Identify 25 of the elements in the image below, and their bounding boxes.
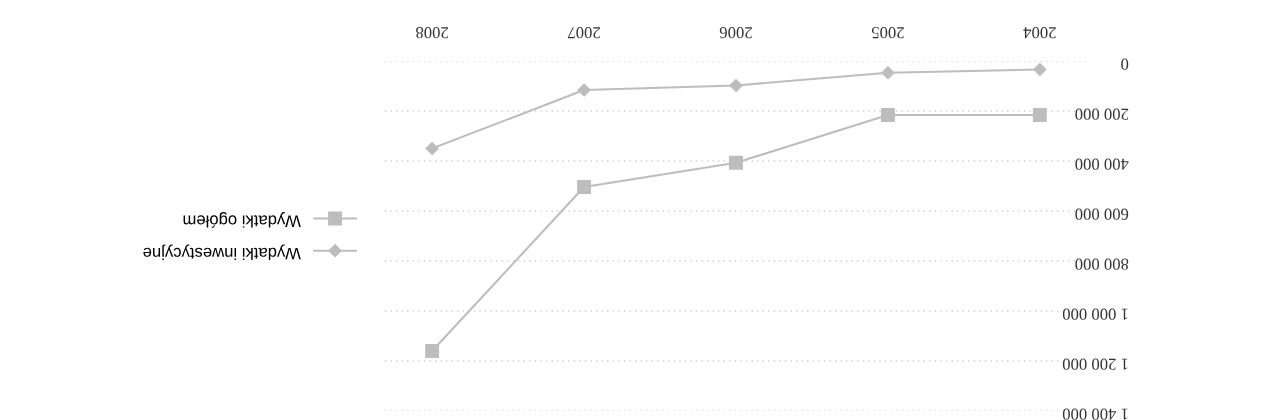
x-tick-label: 2008 [416,27,449,39]
point [425,141,439,156]
x-tick-label: 2007 [567,27,600,39]
x-tick-label: 2006 [719,27,752,39]
point [729,78,743,93]
point [881,66,895,80]
point [1033,62,1047,77]
y-tick-label: 600 000 [1075,208,1129,220]
point [729,155,743,170]
point [1032,108,1047,122]
y-tick-label: 0 [1121,58,1129,70]
legend-label: Wydatki ogółem [183,212,301,228]
y-tick-label: 200 000 [1075,108,1129,120]
point [425,344,440,358]
y-tick-label: 1 000 000 [1062,308,1128,320]
legend-label: Wydatki inwestycyjne [143,244,301,260]
point [577,180,591,194]
y-tick-label: 800 000 [1075,258,1129,270]
x-tick-label: 2004 [1023,27,1056,39]
point [577,83,591,97]
x-tick-label: 2005 [871,27,904,39]
y-tick-label: 1 200 000 [1062,358,1128,370]
point [880,108,895,122]
y-tick-label: 400 000 [1075,158,1129,170]
y-tick-label: 1 400 000 [1062,408,1128,420]
